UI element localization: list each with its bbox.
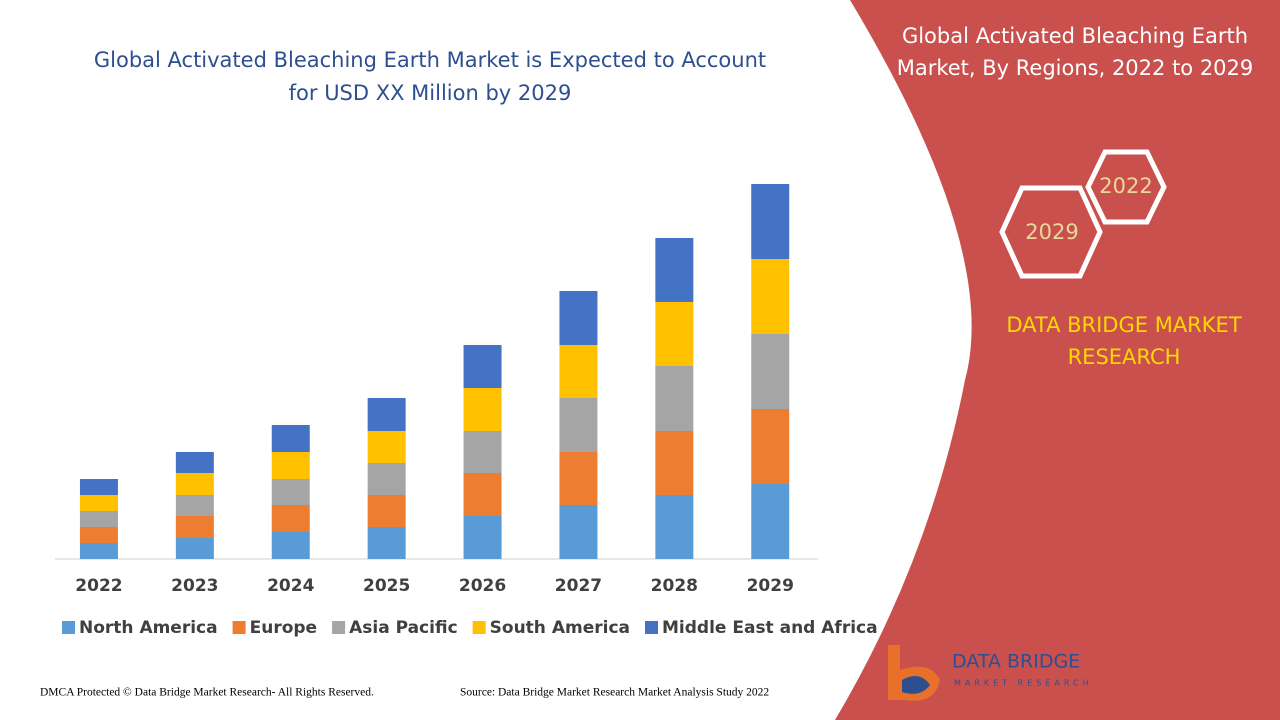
bar-segment: [559, 505, 598, 559]
bar-segment: [463, 516, 502, 559]
bar-segment: [175, 473, 214, 495]
bar-segment: [559, 291, 598, 345]
hexagon: [999, 185, 1103, 279]
bar-segment: [175, 452, 214, 473]
bar-segment: [751, 334, 790, 409]
bar-segment: [271, 425, 310, 452]
brand-text: DATA BRIDGE MARKET: [1006, 313, 1241, 337]
bar-segment: [271, 505, 310, 532]
chart-title: for USD XX Million by 2029: [289, 81, 572, 105]
bar-segment: [463, 388, 502, 431]
bar-segment: [463, 431, 502, 473]
bar-segment: [463, 473, 502, 516]
x-tick-label: 2029: [747, 576, 794, 596]
bar-segment: [271, 452, 310, 479]
logo-text: MARKET RESEARCH: [954, 679, 1093, 688]
legend-swatch: [645, 621, 658, 634]
bar-segment: [367, 398, 406, 431]
chart-title: Global Activated Bleaching Earth Market …: [94, 48, 766, 72]
bar-segment: [79, 495, 118, 511]
bar-segment: [175, 538, 214, 559]
legend-swatch: [472, 621, 486, 634]
footer-left: DMCA Protected © Data Bridge Market Rese…: [40, 687, 374, 699]
bar-segment: [367, 495, 406, 527]
panel-title: Market, By Regions, 2022 to 2029: [897, 56, 1254, 80]
legend-swatch: [332, 621, 346, 634]
bar-segment: [79, 511, 118, 527]
bar-segment: [655, 366, 694, 431]
bar-segment: [559, 452, 598, 505]
bar-segment: [175, 516, 214, 538]
legend-label: South America: [490, 618, 630, 638]
bar-segment: [367, 527, 406, 559]
hex-label: 2022: [1099, 174, 1152, 198]
legend-label: Asia Pacific: [349, 618, 458, 638]
bar-segment: [655, 302, 694, 366]
bar-segment: [751, 259, 790, 334]
bar-segment: [655, 495, 694, 559]
legend-label: Europe: [250, 618, 317, 638]
hexagon: [1085, 149, 1167, 225]
bar-segment: [79, 543, 118, 559]
x-tick-label: 2022: [75, 576, 122, 596]
bar-segment: [175, 495, 214, 516]
bar-segment: [751, 484, 790, 559]
bar-segment: [751, 184, 790, 259]
brand-text: RESEARCH: [1068, 345, 1181, 369]
bar-segment: [559, 345, 598, 398]
side-panel: [835, 0, 1280, 720]
logo-icon: [902, 676, 930, 694]
legend-label: North America: [79, 618, 218, 638]
x-tick-label: 2028: [651, 576, 698, 596]
logo-text: DATA BRIDGE: [952, 651, 1080, 673]
x-tick-label: 2024: [267, 576, 314, 596]
legend-label: Middle East and Africa: [662, 618, 878, 638]
panel-title: Global Activated Bleaching Earth: [902, 24, 1248, 48]
x-tick-label: 2026: [459, 576, 506, 596]
footer-right: Source: Data Bridge Market Research Mark…: [460, 687, 769, 699]
bar-segment: [559, 398, 598, 452]
bar-segment: [367, 431, 406, 463]
legend-swatch: [62, 621, 75, 634]
bar-segment: [655, 238, 694, 302]
bar-segment: [367, 463, 406, 495]
bar-segment: [751, 409, 790, 484]
bar-segment: [655, 431, 694, 495]
legend-swatch: [232, 621, 246, 634]
bar-segment: [79, 479, 118, 495]
x-tick-label: 2023: [171, 576, 218, 596]
x-tick-label: 2025: [363, 576, 410, 596]
bar-segment: [463, 345, 502, 388]
bar-segment: [271, 479, 310, 505]
bar-segment: [271, 532, 310, 559]
bar-segment: [79, 527, 118, 543]
hex-label: 2029: [1025, 220, 1078, 244]
x-tick-label: 2027: [555, 576, 602, 596]
